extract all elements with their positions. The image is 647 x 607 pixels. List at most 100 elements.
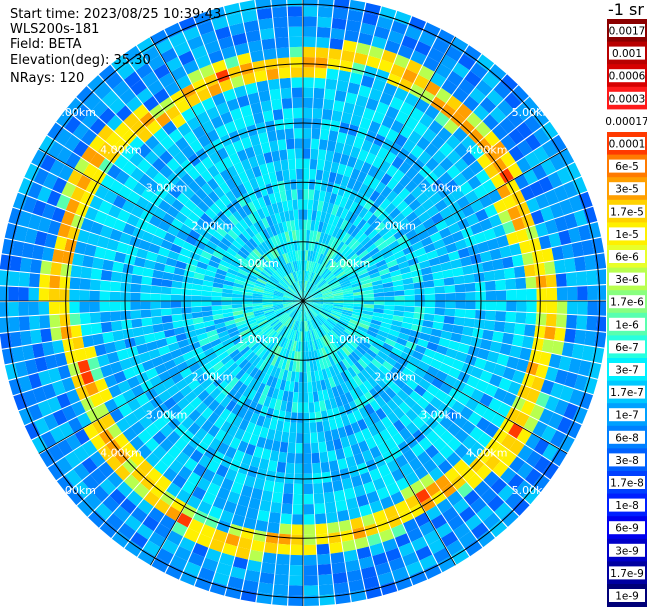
heat-cell	[290, 308, 297, 318]
heat-cell	[328, 331, 337, 341]
heat-cell	[312, 391, 319, 403]
heat-cell	[319, 400, 327, 412]
heat-cell	[161, 539, 179, 555]
heat-cell	[559, 385, 574, 402]
heat-cell	[304, 575, 318, 586]
heat-cell	[309, 320, 314, 330]
heat-cell	[216, 365, 228, 376]
colorbar-label: 0.001	[612, 48, 642, 60]
heat-cell	[299, 301, 303, 311]
heat-cell	[331, 386, 340, 398]
heat-cell	[234, 428, 246, 441]
heat-cell	[148, 348, 161, 360]
heat-cell	[337, 405, 347, 417]
heat-cell	[312, 360, 318, 372]
heat-cell	[423, 529, 441, 546]
heat-cell	[325, 356, 332, 368]
heat-cell	[283, 304, 294, 309]
heat-cell	[280, 513, 292, 525]
heat-cell	[373, 337, 385, 347]
heat-cell	[209, 437, 222, 451]
heat-cell	[327, 317, 338, 325]
heat-cell	[294, 310, 300, 320]
heat-cell	[371, 358, 382, 369]
heat-cell	[343, 487, 356, 500]
heat-cell	[369, 387, 380, 400]
heat-cell	[446, 539, 464, 556]
heat-cell	[158, 390, 172, 403]
heat-cell	[402, 367, 414, 379]
heat-cell	[285, 317, 292, 327]
heat-cell	[451, 400, 465, 414]
heat-cell	[357, 358, 368, 369]
heat-cell	[138, 351, 152, 363]
heat-cell	[372, 552, 388, 566]
heat-cell	[476, 417, 491, 432]
heat-cell	[166, 430, 181, 445]
heat-cell	[426, 341, 439, 352]
heat-cell	[102, 331, 115, 344]
heat-cell	[279, 379, 287, 391]
heat-cell	[220, 369, 232, 381]
heat-cell	[486, 351, 500, 364]
heat-cell	[358, 440, 370, 453]
heat-cell	[114, 464, 131, 481]
heat-cell	[85, 381, 99, 397]
heat-cell	[224, 319, 236, 327]
heat-cell	[286, 370, 292, 382]
heat-cell	[245, 421, 256, 434]
heat-cell	[400, 485, 415, 500]
heat-cell	[332, 572, 348, 584]
heat-cell	[253, 529, 267, 542]
heat-cell	[275, 323, 284, 333]
heat-cell	[182, 403, 196, 416]
heat-cell	[277, 324, 286, 334]
heat-cell	[347, 412, 357, 425]
heat-cell	[433, 547, 451, 564]
heat-cell	[167, 342, 180, 352]
heat-cell	[140, 293, 151, 301]
heat-cell	[433, 314, 445, 323]
heat-cell	[59, 301, 70, 314]
heat-cell	[321, 368, 329, 380]
heat-cell	[129, 436, 145, 451]
heat-cell	[588, 362, 602, 379]
heat-cell	[489, 520, 508, 538]
heat-cell	[347, 366, 357, 378]
heat-cell	[201, 310, 213, 317]
heat-cell	[350, 443, 362, 456]
heat-cell	[273, 306, 284, 311]
heat-cell	[243, 375, 254, 387]
heat-cell	[217, 351, 229, 361]
heat-cell	[379, 346, 391, 357]
heat-cell	[176, 361, 189, 373]
heat-cell	[411, 443, 425, 457]
heat-cell	[271, 388, 280, 400]
heat-cell	[28, 373, 42, 389]
heat-cell	[265, 328, 275, 337]
heat-cell	[211, 301, 222, 306]
heat-cell	[404, 306, 415, 313]
heat-cell	[319, 359, 325, 370]
heat-cell	[231, 297, 243, 301]
heat-cell	[290, 554, 303, 566]
heat-cell	[235, 355, 246, 366]
heat-cell	[307, 341, 311, 352]
heat-cell	[290, 319, 296, 330]
heat-cell	[202, 491, 217, 506]
heat-cell	[237, 343, 248, 353]
heat-cell	[541, 339, 554, 353]
heat-cell	[158, 370, 171, 383]
heat-cell	[182, 318, 194, 327]
heat-cell	[548, 412, 564, 430]
heat-cell	[434, 389, 448, 403]
heat-cell	[400, 351, 412, 362]
heat-cell	[74, 481, 92, 499]
heat-cell	[327, 450, 337, 462]
heat-cell	[307, 381, 313, 393]
heat-cell	[512, 334, 524, 347]
heat-cell	[225, 400, 237, 412]
heat-cell	[369, 399, 381, 412]
heat-cell	[285, 401, 293, 413]
